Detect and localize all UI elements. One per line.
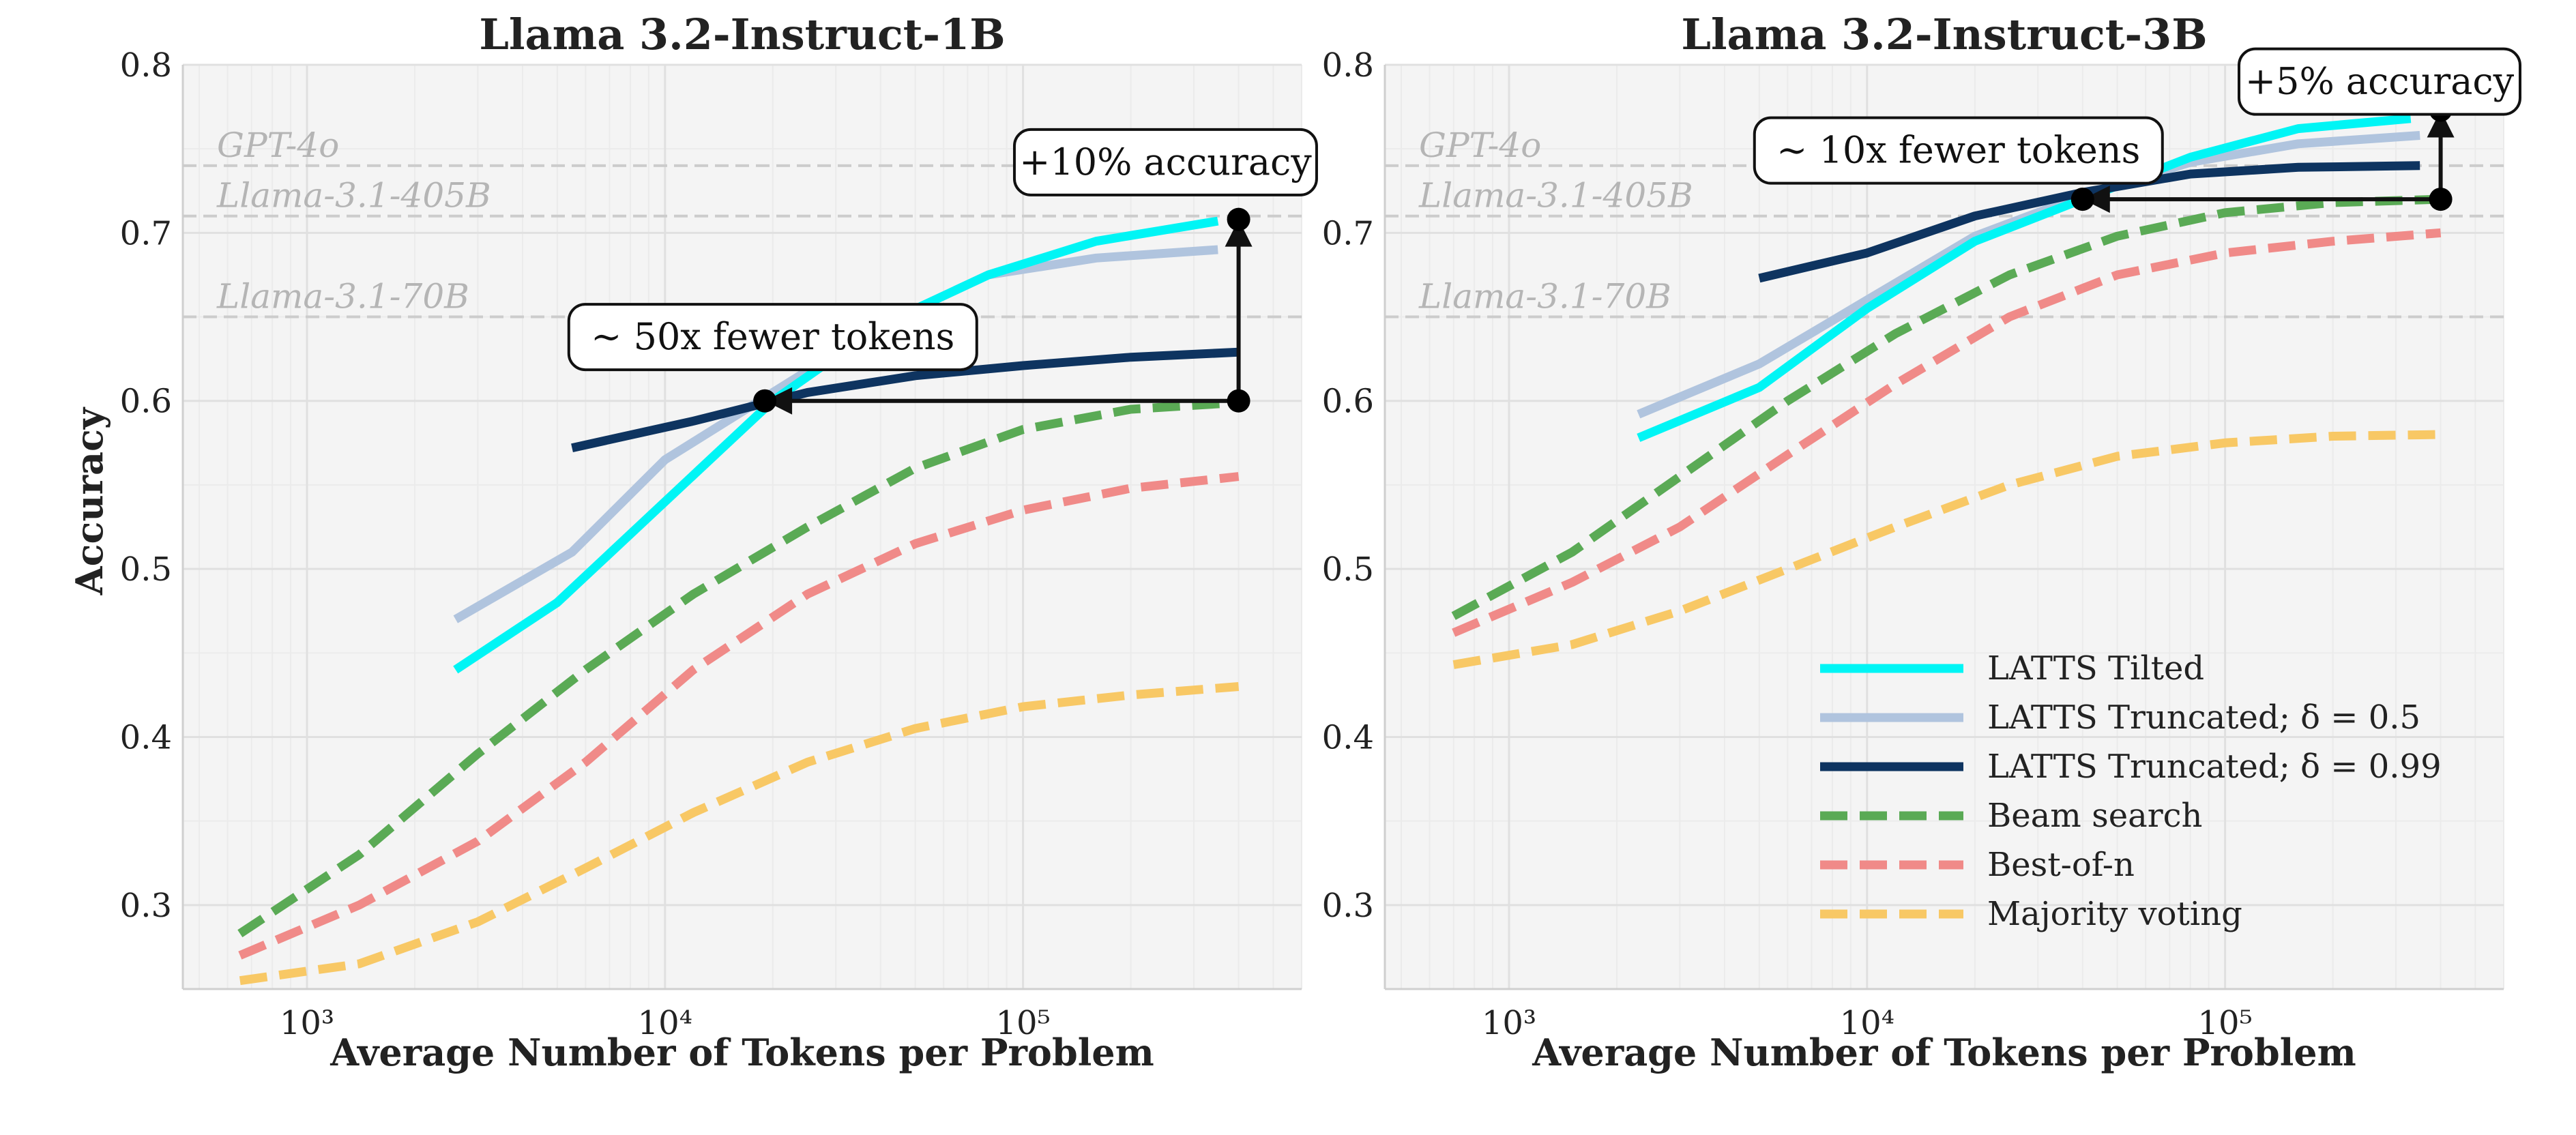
- reference-label-llama-3-1-405b: Llama-3.1-405B: [216, 176, 491, 216]
- series-line-best-of-n: [1452, 228, 2442, 637]
- panel-title: Llama 3.2-Instruct-3B: [1681, 10, 2207, 59]
- fewer-tokens-annotation-box: [1753, 116, 2164, 185]
- y-tick-label: 0.6: [1322, 383, 1374, 421]
- tokens-arrowhead: [765, 387, 793, 415]
- y-tick-label: 0.7: [120, 214, 172, 252]
- y-tick-label: 0.4: [120, 718, 172, 756]
- y-tick-label: 0.5: [120, 550, 172, 589]
- accuracy-arrowhead: [1225, 219, 1253, 247]
- x-tick-label: 10⁴: [1840, 1004, 1894, 1042]
- x-tick-label: 10³: [1482, 1004, 1536, 1042]
- series-line-latts-truncated-0-99: [571, 347, 1239, 453]
- y-tick-label: 0.3: [1322, 887, 1374, 925]
- series-line-latts-tilted: [1637, 114, 2412, 442]
- y-tick-label: 0.5: [1322, 550, 1374, 589]
- legend-label-majority-voting: Majority voting: [1987, 895, 2242, 933]
- accuracy-annotation-box: [1012, 128, 1318, 196]
- legend-label-latts-truncated-0-99: LATTS Truncated; δ = 0.99: [1987, 748, 2442, 786]
- accuracy-annotation-text: +5% accuracy: [2245, 60, 2515, 103]
- reference-label-llama-3-1-70b: Llama-3.1-70B: [216, 277, 469, 316]
- panel-left: GPT-4o Llama-3.1-405B Llama-3.1-70B 0.3 0.4 0…: [120, 10, 1318, 1074]
- tokens-arrowhead: [2082, 186, 2110, 213]
- reference-label-llama-3-1-70b: Llama-3.1-70B: [1418, 277, 1671, 316]
- x-tick-label: 10⁵: [2197, 1004, 2252, 1042]
- y-tick-label: 0.3: [120, 887, 172, 925]
- reference-label-gpt-4o: GPT-4o: [217, 126, 339, 165]
- series-line-beam-search: [237, 398, 1240, 938]
- y-tick-label: 0.8: [1322, 46, 1374, 85]
- y-axis-label: Accuracy: [68, 407, 111, 595]
- legend-label-beam-search: Beam search: [1987, 797, 2202, 835]
- improvement-arrows: [753, 207, 1253, 415]
- annotation-marker: [2070, 188, 2094, 211]
- y-tick-label: 0.8: [120, 46, 172, 85]
- annotation-marker: [753, 389, 777, 413]
- annotation-marker: [2429, 188, 2453, 211]
- fewer-tokens-annotation-box: [567, 303, 978, 372]
- panel-right: GPT-4o Llama-3.1-405B Llama-3.1-70B 0.3 0.4 0…: [1322, 10, 2522, 1074]
- legend-label-latts-tilted: LATTS Tilted: [1987, 649, 2204, 688]
- x-tick-label: 10⁵: [995, 1004, 1050, 1042]
- accuracy-annotation-box: [2238, 47, 2522, 116]
- reference-label-gpt-4o: GPT-4o: [1419, 126, 1541, 165]
- series-line-beam-search: [1451, 194, 2441, 620]
- x-tick-label: 10³: [280, 1004, 334, 1042]
- y-tick-label: 0.7: [1322, 214, 1374, 252]
- panel-title: Llama 3.2-Instruct-1B: [479, 10, 1005, 59]
- legend: LATTS Tilted LATTS Truncated; δ = 0.5 LATT…: [1820, 649, 2442, 933]
- x-axis-label: Average Number of Tokens per Problem: [1532, 1031, 2356, 1074]
- y-tick-label: 0.4: [1322, 718, 1374, 756]
- series-line-majority-voting: [1452, 430, 2441, 669]
- series-line-majority-voting: [239, 682, 1240, 986]
- reference-label-llama-3-1-405b: Llama-3.1-405B: [1418, 176, 1693, 216]
- y-tick-label: 0.6: [120, 383, 172, 421]
- annotation-marker: [1227, 207, 1250, 231]
- x-axis-label: Average Number of Tokens per Problem: [330, 1031, 1154, 1074]
- accuracy-arrowhead: [2427, 110, 2455, 138]
- plot-area: [1385, 65, 2504, 989]
- legend-label-best-of-n: Best-of-n: [1987, 846, 2135, 884]
- plot-area: [183, 65, 1302, 989]
- series-line-best-of-n: [238, 472, 1240, 960]
- fewer-tokens-annotation-text: ∼ 50x fewer tokens: [591, 315, 954, 358]
- x-tick-label: 10⁴: [638, 1004, 692, 1042]
- fewer-tokens-annotation-text: ∼ 10x fewer tokens: [1776, 129, 2140, 172]
- accuracy-annotation-text: +10% accuracy: [1019, 141, 1312, 183]
- legend-label-latts-truncated-0-5: LATTS Truncated; δ = 0.5: [1987, 698, 2420, 737]
- annotation-marker: [1227, 389, 1250, 413]
